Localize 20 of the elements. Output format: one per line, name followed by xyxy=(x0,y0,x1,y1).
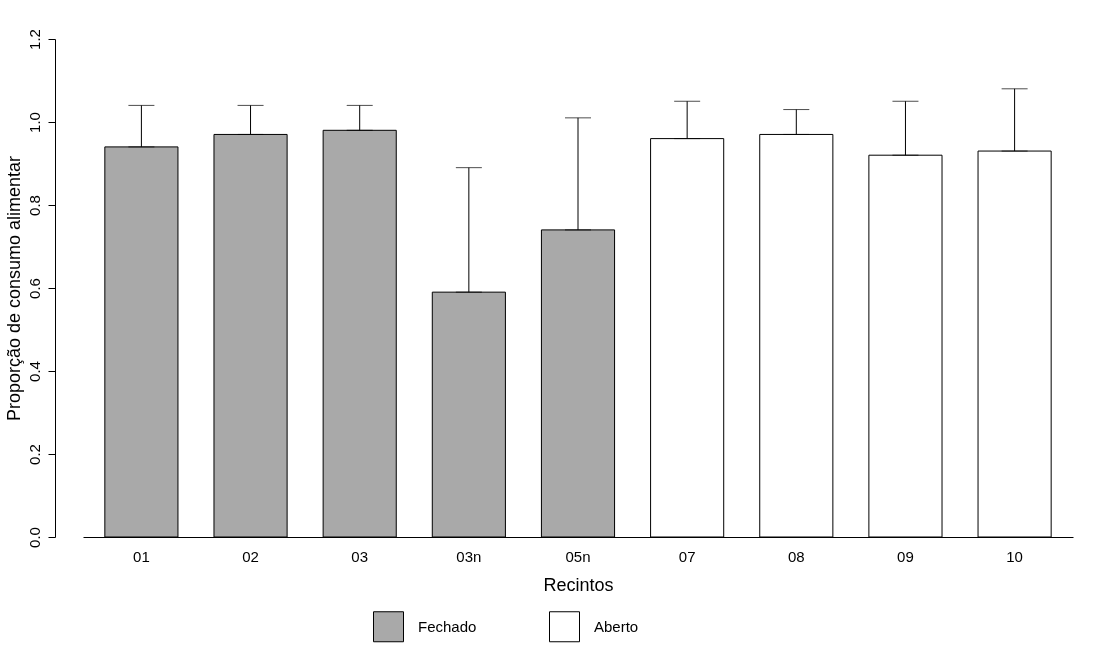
y-tick-label: 0.2 xyxy=(25,444,43,465)
x-tick-label: 03n xyxy=(456,547,482,565)
y-tick-label: 0.6 xyxy=(25,278,43,299)
y-tick-label: 0.8 xyxy=(25,195,43,216)
x-axis-title: Recintos xyxy=(543,574,614,595)
x-tick-label: 03 xyxy=(351,547,369,565)
legend-label: Fechado xyxy=(418,617,477,635)
x-tick-label: 07 xyxy=(678,547,696,565)
y-tick-label: 1.2 xyxy=(25,29,43,50)
y-tick-label: 1.0 xyxy=(25,112,43,133)
y-tick-label: 0.0 xyxy=(25,527,43,548)
x-tick-label: 08 xyxy=(787,547,805,565)
legend-label: Aberto xyxy=(594,617,639,635)
y-tick-label: 0.4 xyxy=(25,361,43,382)
x-tick-label: 05n xyxy=(565,547,591,565)
x-tick-label: 09 xyxy=(897,547,914,565)
x-tick-label: 02 xyxy=(242,547,259,565)
x-tick-label: 10 xyxy=(1006,547,1023,565)
x-tick-label: 01 xyxy=(133,547,150,565)
y-axis-title: Proporção de consumo alimentar xyxy=(3,155,24,422)
